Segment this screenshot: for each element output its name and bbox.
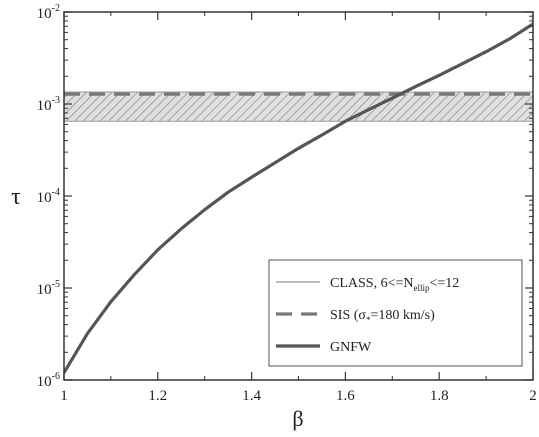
y-tick-label: 10-5 <box>37 279 60 298</box>
y-tick-label: 10-6 <box>37 371 60 390</box>
legend: CLASS, 6<=Nellip<=12 SIS (σ*=180 km/s) GNF… <box>268 259 523 367</box>
gnfw-series-line <box>64 22 533 374</box>
x-tick-label: 2 <box>529 388 537 404</box>
y-axis-label: τ <box>11 184 21 210</box>
legend-entries: CLASS, 6<=Nellip<=12 SIS (σ*=180 km/s) GNF… <box>276 276 459 355</box>
tick-layer: 1 1.2 1.4 1.6 1.8 2 10-6 10-5 10-4 10-3 10-2 <box>37 3 537 404</box>
class-band <box>64 92 533 122</box>
legend-label: SIS (σ*=180 km/s) <box>330 308 435 325</box>
y-tick-label: 10-3 <box>37 95 60 114</box>
y-tick-label: 10-4 <box>37 187 60 206</box>
x-tick-label: 1.4 <box>242 388 261 404</box>
x-tick-label: 1.6 <box>336 388 355 404</box>
band-layer <box>64 91 533 122</box>
x-tick-label: 1 <box>60 388 68 404</box>
legend-label: GNFW <box>330 340 372 355</box>
x-axis-label: β <box>292 406 303 431</box>
y-tick-label: 10-2 <box>37 3 60 22</box>
x-tick-label: 1.2 <box>148 388 167 404</box>
legend-label: CLASS, 6<=Nellip<=12 <box>330 276 459 293</box>
x-tick-label: 1.8 <box>430 388 449 404</box>
series-layer <box>64 22 533 374</box>
